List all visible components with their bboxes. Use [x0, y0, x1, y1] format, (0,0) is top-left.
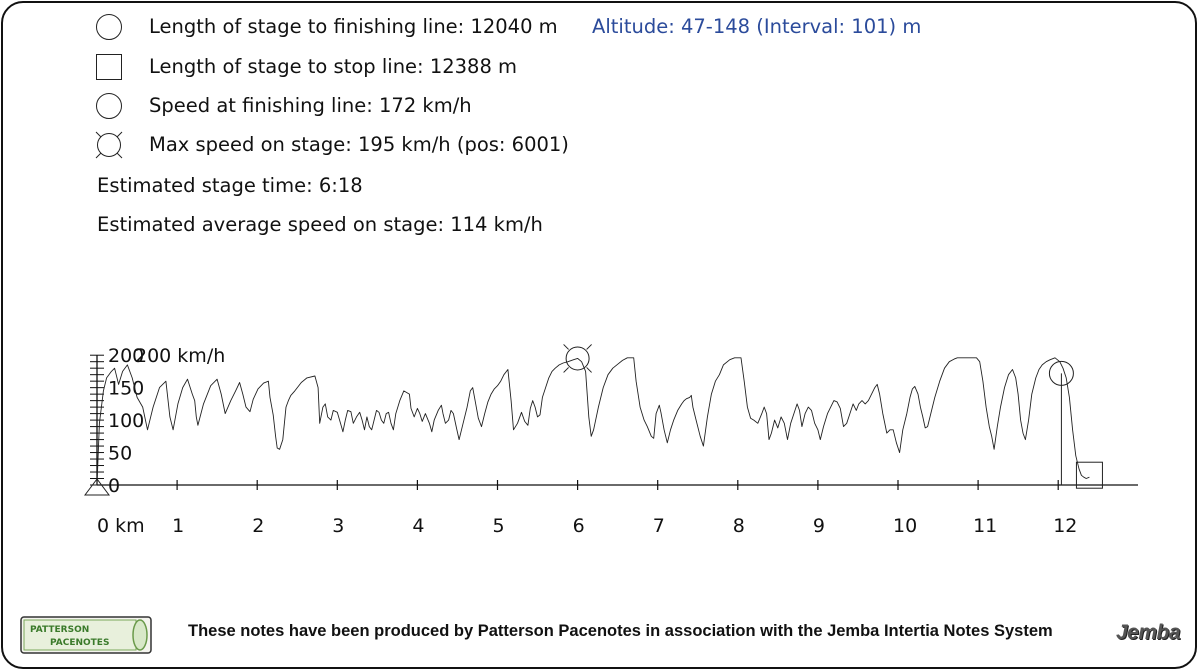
altitude-text: Altitude: 47-148 (Interval: 101) m: [592, 15, 922, 38]
square-icon: [96, 54, 122, 80]
stage-time-text: Estimated stage time: 6:18: [97, 174, 363, 197]
x-tick-label: 12: [1053, 515, 1077, 537]
x-tick-label: 3: [332, 515, 344, 537]
x-tick-label: 7: [653, 515, 665, 537]
start-triangle-marker: [84, 478, 110, 496]
patterson-pacenotes-logo: PATTERSON PACENOTES: [20, 616, 152, 654]
x-tick-label: 8: [733, 515, 745, 537]
x-tick-label: 0 km: [97, 515, 145, 537]
max-speed-marker-cross: [563, 344, 569, 350]
x-tick-label: 10: [893, 515, 917, 537]
chart-markers: [84, 344, 1103, 496]
x-tick-label: 5: [493, 515, 505, 537]
finish-line-marker: [1048, 360, 1074, 386]
crossed-circle-icon: [95, 131, 123, 159]
x-tick-label: 4: [412, 515, 424, 537]
max-speed-marker-cross: [586, 344, 592, 350]
finish-speed-text: Speed at finishing line: 172 km/h: [149, 94, 472, 117]
y-tick-label: 150: [108, 378, 144, 400]
stop-line-marker: [1075, 461, 1103, 489]
x-tick-label: 11: [973, 515, 997, 537]
chart-series: [96, 357, 1090, 486]
stop-length-text: Length of stage to stop line: 12388 m: [149, 55, 518, 78]
logo-line-1: PATTERSON: [30, 625, 89, 635]
max-speed-marker-cross: [563, 367, 569, 373]
max-speed-text: Max speed on stage: 195 km/h (pos: 6001): [149, 133, 569, 156]
x-tick-label: 2: [252, 515, 264, 537]
avg-speed-text: Estimated average speed on stage: 114 km…: [97, 213, 543, 236]
x-tick-label: 1: [172, 515, 184, 537]
speed-line: [96, 357, 1090, 486]
logo-line-2: PACENOTES: [50, 638, 109, 648]
footer-credit-text: These notes have been produced by Patter…: [188, 622, 1053, 640]
y-unit-label: 200 km/h: [135, 345, 225, 367]
y-tick-label: 0: [108, 475, 120, 497]
circle-icon: [96, 93, 122, 119]
y-tick-label: 50: [108, 443, 132, 465]
x-tick-label: 9: [813, 515, 825, 537]
y-tick-label: 200: [108, 345, 144, 367]
circle-icon: [96, 14, 122, 40]
max-speed-marker: [565, 346, 590, 371]
x-tick-label: 6: [573, 515, 585, 537]
finish-length-text: Length of stage to finishing line: 12040…: [149, 15, 558, 38]
jemba-logo: Jemba: [1116, 621, 1181, 644]
y-tick-label: 100: [108, 410, 144, 432]
max-speed-marker-cross: [586, 367, 592, 373]
